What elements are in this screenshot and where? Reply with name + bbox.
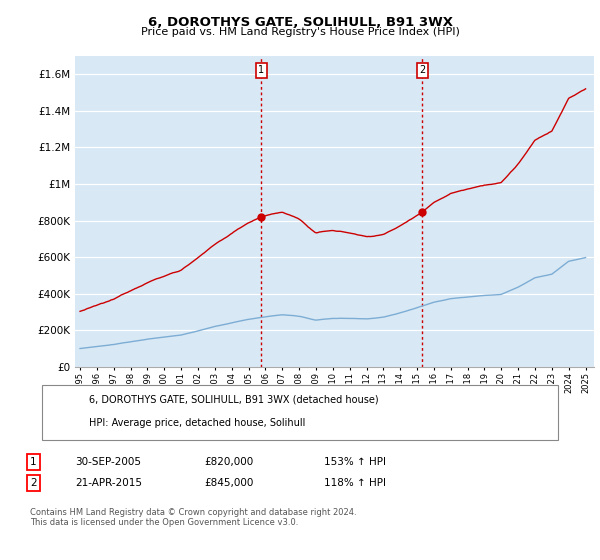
Text: Contains HM Land Registry data © Crown copyright and database right 2024.
This d: Contains HM Land Registry data © Crown c… [30,508,356,528]
Text: 6, DOROTHYS GATE, SOLIHULL, B91 3WX (detached house): 6, DOROTHYS GATE, SOLIHULL, B91 3WX (det… [89,395,379,404]
Text: 6, DOROTHYS GATE, SOLIHULL, B91 3WX: 6, DOROTHYS GATE, SOLIHULL, B91 3WX [148,16,452,29]
Text: HPI: Average price, detached house, Solihull: HPI: Average price, detached house, Soli… [89,418,305,428]
Text: 30-SEP-2005: 30-SEP-2005 [75,457,141,467]
Text: £845,000: £845,000 [204,478,253,488]
Text: 1: 1 [30,457,37,467]
Text: 21-APR-2015: 21-APR-2015 [75,478,142,488]
Text: 153% ↑ HPI: 153% ↑ HPI [324,457,386,467]
Text: 2: 2 [30,478,37,488]
Text: £820,000: £820,000 [204,457,253,467]
Text: 118% ↑ HPI: 118% ↑ HPI [324,478,386,488]
Text: Price paid vs. HM Land Registry's House Price Index (HPI): Price paid vs. HM Land Registry's House … [140,27,460,37]
Text: 1: 1 [258,66,264,76]
Text: 2: 2 [419,66,425,76]
